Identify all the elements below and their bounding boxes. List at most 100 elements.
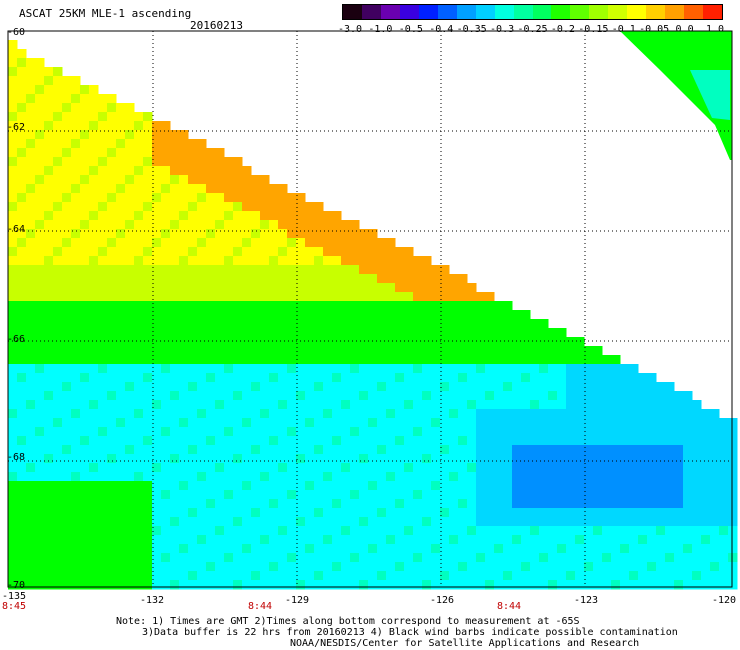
swath-cell <box>476 580 486 590</box>
swath-cell <box>134 463 144 473</box>
swath-cell <box>647 400 657 410</box>
swath-cell <box>152 301 162 311</box>
swath-cell <box>692 463 702 473</box>
swath-cell <box>35 94 45 104</box>
swath-cell <box>350 238 360 248</box>
swath-cell <box>170 517 180 527</box>
swath-cell <box>701 526 711 536</box>
swath-cell <box>242 238 252 248</box>
swath-cell <box>638 463 648 473</box>
swath-cell <box>404 445 414 455</box>
swath-cell <box>701 490 711 500</box>
swath-cell <box>467 562 477 572</box>
swath-cell <box>62 76 72 86</box>
swath-cell <box>530 400 540 410</box>
swath-cell <box>296 319 306 329</box>
swath-cell <box>539 400 549 410</box>
swath-cell <box>17 382 27 392</box>
swath-cell <box>215 409 225 419</box>
swath-cell <box>107 301 117 311</box>
swath-cell <box>107 562 117 572</box>
swath-cell <box>134 508 144 518</box>
swath-cell <box>188 220 198 230</box>
swath-cell <box>26 112 36 122</box>
swath-cell <box>26 157 36 167</box>
swath-cell <box>512 310 522 320</box>
swath-cell <box>341 472 351 482</box>
swath-cell <box>89 175 99 185</box>
swath-cell <box>98 562 108 572</box>
swath-cell <box>89 247 99 257</box>
swath-cell <box>107 517 117 527</box>
swath-cell <box>287 319 297 329</box>
swath-cell <box>611 463 621 473</box>
swath-cell <box>575 490 585 500</box>
swath-cell <box>134 238 144 248</box>
swath-cell <box>548 571 558 581</box>
swath-cell <box>368 463 378 473</box>
swath-cell <box>161 292 171 302</box>
swath-cell <box>287 526 297 536</box>
swath-cell <box>179 274 189 284</box>
swath-cell <box>224 445 234 455</box>
swath-cell <box>80 310 90 320</box>
swath-cell <box>152 436 162 446</box>
swath-cell <box>638 553 648 563</box>
swath-cell <box>377 292 387 302</box>
swath-cell <box>215 553 225 563</box>
swath-cell <box>80 364 90 374</box>
swath-cell <box>44 292 54 302</box>
swath-cell <box>710 571 720 581</box>
swath-cell <box>701 436 711 446</box>
color-scale-segment <box>475 5 495 19</box>
swath-cell <box>503 517 513 527</box>
swath-cell <box>593 562 603 572</box>
swath-cell <box>44 355 54 365</box>
swath-cell <box>215 463 225 473</box>
swath-cell <box>413 508 423 518</box>
swath-cell <box>413 517 423 527</box>
swath-cell <box>566 499 576 509</box>
swath-cell <box>521 319 531 329</box>
swath-cell <box>179 490 189 500</box>
swath-cell <box>206 265 216 275</box>
swath-cell <box>593 490 603 500</box>
swath-cell <box>710 463 720 473</box>
swath-cell <box>278 319 288 329</box>
swath-cell <box>287 553 297 563</box>
swath-cell <box>53 355 63 365</box>
swath-cell <box>242 310 252 320</box>
swath-cell <box>53 364 63 374</box>
swath-cell <box>278 355 288 365</box>
swath-cell <box>17 193 27 203</box>
swath-cell <box>71 544 81 554</box>
swath-cell <box>26 247 36 257</box>
swath-cell <box>692 571 702 581</box>
swath-cell <box>170 157 180 167</box>
swath-cell <box>179 400 189 410</box>
swath-cell <box>260 292 270 302</box>
swath-cell <box>701 562 711 572</box>
swath-cell <box>242 274 252 284</box>
swath-cell <box>26 211 36 221</box>
swath-cell <box>8 454 18 464</box>
swath-cell <box>683 427 693 437</box>
swath-cell <box>458 364 468 374</box>
swath-cell <box>188 337 198 347</box>
swath-cell <box>395 490 405 500</box>
swath-cell <box>377 409 387 419</box>
swath-cell <box>332 544 342 554</box>
swath-cell <box>377 436 387 446</box>
swath-cell <box>134 175 144 185</box>
swath-cell <box>269 211 279 221</box>
swath-cell <box>566 544 576 554</box>
swath-cell <box>341 301 351 311</box>
swath-cell <box>314 571 324 581</box>
swath-cell <box>215 229 225 239</box>
swath-cell <box>566 337 576 347</box>
swath-cell <box>476 481 486 491</box>
swath-cell <box>170 310 180 320</box>
swath-cell <box>404 517 414 527</box>
swath-cell <box>512 355 522 365</box>
swath-cell <box>89 301 99 311</box>
